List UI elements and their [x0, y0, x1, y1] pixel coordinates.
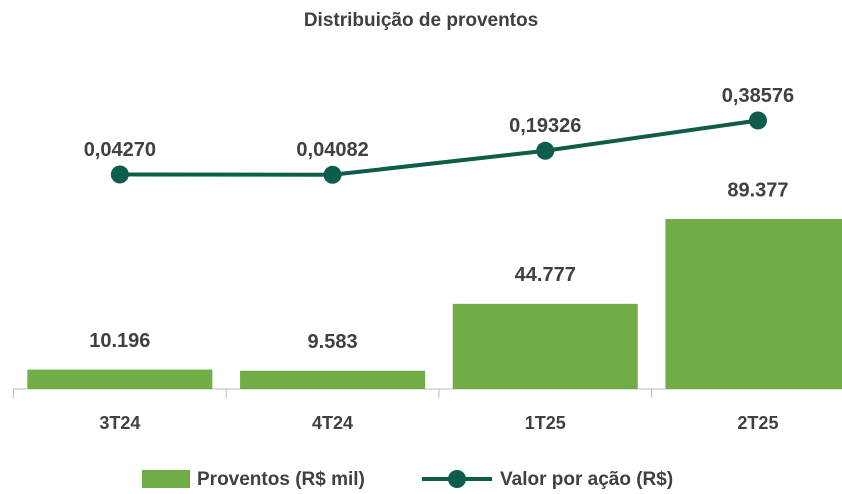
legend-label: Valor por ação (R$) — [500, 469, 673, 490]
line-point — [536, 141, 555, 160]
bar — [27, 369, 213, 389]
chart-title: Distribuição de proventos — [304, 10, 538, 31]
x-tick-label: 1T25 — [525, 413, 566, 433]
line-value-label: 0,04082 — [296, 139, 368, 161]
line-value-label: 0,38576 — [722, 85, 794, 107]
legend-swatch — [142, 470, 190, 488]
x-tick-label: 3T24 — [99, 413, 140, 433]
line — [119, 118, 759, 177]
legend-label: Proventos (R$ mil) — [197, 469, 365, 490]
x-tick-label: 2T25 — [737, 413, 778, 433]
line-point — [110, 165, 129, 184]
line-value-label: 0,19326 — [509, 115, 581, 137]
bar — [665, 219, 842, 389]
x-tick-label: 4T24 — [312, 413, 353, 433]
bar-value-label: 9.583 — [308, 331, 358, 353]
legend-swatch — [448, 470, 466, 488]
line-value-label: 0,04270 — [84, 139, 156, 161]
bar-value-label: 89.377 — [727, 179, 788, 201]
line-point — [748, 111, 767, 130]
bar-value-label: 10.196 — [89, 330, 150, 352]
bar — [452, 303, 638, 389]
bar — [240, 370, 426, 389]
bar-value-label: 44.777 — [515, 264, 576, 286]
line-point — [323, 165, 342, 184]
